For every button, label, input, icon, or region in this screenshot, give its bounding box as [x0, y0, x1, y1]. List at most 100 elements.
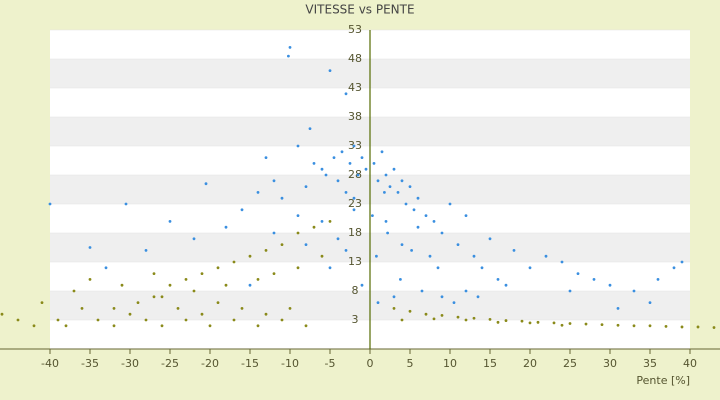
point — [204, 182, 208, 186]
x-tick-label: 5 — [407, 357, 414, 370]
point — [560, 260, 564, 264]
point — [200, 272, 204, 275]
point — [432, 220, 436, 223]
x-tick-label: -10 — [281, 357, 299, 370]
point — [384, 220, 388, 223]
y-tick-label: 48 — [348, 52, 362, 65]
point — [296, 266, 300, 270]
point — [480, 266, 484, 270]
point — [72, 289, 76, 293]
point — [600, 323, 604, 327]
point — [168, 283, 172, 287]
point — [386, 231, 389, 235]
point — [399, 278, 402, 281]
point — [360, 156, 364, 160]
x-tick-label: -40 — [41, 357, 59, 370]
point — [568, 289, 572, 293]
point — [308, 127, 312, 130]
point — [16, 318, 20, 322]
point — [372, 162, 376, 165]
point — [224, 283, 228, 287]
point — [224, 225, 228, 229]
point — [448, 202, 452, 206]
point — [552, 321, 556, 325]
point — [304, 324, 308, 328]
point — [392, 295, 396, 299]
point — [560, 323, 564, 327]
x-tick-label: 25 — [563, 357, 577, 370]
point — [0, 312, 4, 316]
point — [356, 173, 360, 177]
x-tick-label: -5 — [325, 357, 336, 370]
y-tick-label: 38 — [348, 110, 362, 123]
point — [424, 214, 428, 218]
point — [592, 278, 596, 281]
point — [340, 150, 344, 154]
point — [120, 283, 124, 287]
point — [88, 278, 92, 281]
point — [680, 325, 684, 329]
point — [376, 301, 380, 304]
point — [656, 278, 660, 281]
point — [360, 283, 364, 287]
point — [400, 179, 404, 183]
point — [96, 318, 100, 322]
point — [388, 185, 392, 189]
point — [392, 167, 396, 171]
point — [476, 295, 480, 299]
x-tick-label: -15 — [241, 357, 259, 370]
point — [136, 301, 140, 304]
point — [696, 325, 700, 329]
point — [312, 162, 316, 165]
point — [352, 144, 356, 148]
point — [464, 289, 468, 293]
point — [312, 225, 316, 229]
point — [528, 321, 532, 325]
point — [124, 202, 128, 206]
point — [160, 324, 164, 328]
x-tick-label: 20 — [523, 357, 537, 370]
point — [288, 46, 292, 49]
point — [80, 307, 84, 310]
y-tick-label: 8 — [352, 284, 359, 297]
point — [264, 312, 268, 316]
point — [504, 283, 508, 287]
point — [456, 243, 460, 247]
point — [410, 249, 413, 252]
point — [272, 179, 276, 183]
y-tick-label: 53 — [348, 23, 362, 36]
point — [712, 326, 716, 329]
point — [328, 69, 332, 72]
point — [375, 254, 378, 258]
point — [168, 220, 172, 223]
point — [296, 231, 300, 235]
point — [304, 243, 308, 247]
point — [112, 324, 116, 328]
point — [32, 324, 36, 328]
point — [496, 320, 500, 324]
point — [432, 317, 436, 321]
point — [584, 322, 588, 326]
point — [272, 231, 276, 235]
point — [616, 307, 620, 310]
point — [160, 295, 164, 299]
point — [488, 318, 492, 321]
point — [280, 318, 284, 322]
point — [128, 312, 132, 316]
point — [416, 196, 420, 200]
point — [440, 295, 444, 299]
point — [416, 225, 420, 229]
y-tick-label: 23 — [348, 197, 362, 210]
point — [376, 179, 380, 183]
x-tick-label: 0 — [367, 357, 374, 370]
point — [200, 312, 204, 316]
x-tick-label: 30 — [603, 357, 617, 370]
point — [324, 173, 328, 177]
point — [272, 272, 276, 275]
point — [304, 185, 308, 189]
point — [152, 295, 156, 299]
point — [680, 260, 684, 264]
point — [512, 249, 516, 252]
point — [420, 289, 424, 293]
point — [256, 324, 260, 328]
